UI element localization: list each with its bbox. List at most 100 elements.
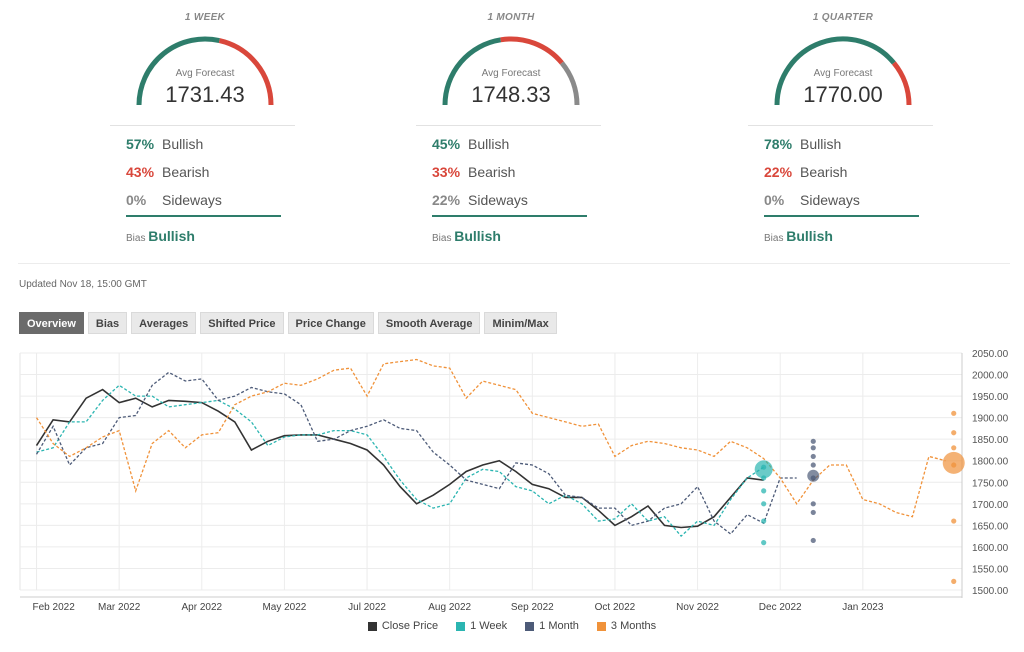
section-divider (18, 263, 1010, 264)
avg-forecast-value: 1770.00 (803, 82, 883, 107)
forecast-point (810, 537, 816, 544)
y-tick-label: 1850.00 (972, 435, 1009, 446)
average-forecast-marker (754, 460, 773, 479)
y-tick-label: 1550.00 (972, 564, 1009, 575)
x-tick-label: Mar 2022 (98, 602, 141, 613)
tab-bias[interactable]: Bias (87, 312, 128, 334)
bearish-row: 33% Bearish (432, 164, 515, 180)
series-line-close-price (35, 388, 764, 529)
y-tick-label: 1950.00 (972, 392, 1009, 403)
forecast-panel-month: 1 MONTH Avg Forecast 1748.33 45% Bullish … (386, 0, 636, 255)
y-tick-label: 2050.00 (972, 349, 1009, 360)
gauge-sideways-arc (559, 61, 580, 106)
x-tick-label: May 2022 (262, 602, 306, 613)
y-tick-label: 1500.00 (972, 586, 1009, 597)
sideways-row: 0% Sideways (764, 192, 860, 208)
forecast-point (761, 540, 767, 546)
gauge-bullish-arc (136, 36, 220, 106)
avg-forecast-label: Avg Forecast (813, 68, 873, 79)
forecast-point (810, 509, 816, 516)
gauge-bearish-arc (891, 61, 912, 106)
legend-swatch (525, 621, 535, 631)
legend-swatch (456, 621, 466, 631)
forecast-point (761, 518, 767, 524)
x-tick-label: Aug 2022 (428, 602, 471, 613)
divider (416, 125, 601, 126)
bias-value: Bullish (148, 228, 195, 244)
tab-overview[interactable]: Overview (19, 312, 84, 334)
series-line-3-months (35, 358, 946, 518)
chart-legend: Close Price 1 Week 1 Month 3 Months (0, 620, 1024, 632)
series-line-1-week (36, 384, 765, 538)
forecast-point (810, 501, 816, 507)
bias-label: Bias (432, 233, 452, 244)
x-tick-label: Dec 2022 (759, 602, 802, 613)
forecast-point (761, 501, 767, 507)
x-tick-label: Sep 2022 (511, 602, 554, 613)
legend-label: 1 Month (539, 620, 579, 632)
y-tick-label: 1700.00 (972, 500, 1009, 511)
gauge-bearish-arc (218, 38, 274, 106)
sideways-label: Sideways (800, 192, 860, 208)
bullish-row: 45% Bullish (432, 136, 509, 152)
sideways-percent: 22% (432, 192, 461, 208)
forecast-gauge (442, 36, 580, 106)
bias-label: Bias (764, 233, 784, 244)
panel-period: 1 MONTH (487, 12, 535, 23)
tab-smooth-average[interactable]: Smooth Average (377, 312, 481, 334)
legend-item-week[interactable]: 1 Week (456, 620, 507, 632)
legend-item-close[interactable]: Close Price (367, 620, 438, 632)
tab-shifted-price[interactable]: Shifted Price (200, 312, 284, 334)
avg-forecast-label: Avg Forecast (175, 68, 235, 79)
average-forecast-marker (942, 451, 965, 474)
forecast-point (810, 445, 816, 451)
gauge-bullish-arc (774, 36, 896, 106)
bias-underline (764, 215, 919, 217)
forecast-point (761, 488, 767, 494)
gauge-bullish-arc (442, 37, 502, 106)
forecast-point (951, 430, 957, 436)
legend-label: 3 Months (610, 620, 657, 632)
bullish-row: 78% Bullish (764, 136, 841, 152)
legend-item-quarter[interactable]: 3 Months (596, 620, 657, 632)
y-tick-label: 1650.00 (972, 521, 1009, 532)
x-tick-label: Nov 2022 (676, 602, 719, 613)
legend-swatch (596, 621, 606, 631)
bullish-percent: 57% (126, 136, 155, 152)
avg-forecast-value: 1748.33 (471, 82, 551, 107)
bias-label: Bias (126, 233, 146, 244)
tab-minim-max[interactable]: Minim/Max (484, 312, 557, 334)
sideways-percent: 0% (126, 192, 147, 208)
forecast-panel-quarter: 1 QUARTER Avg Forecast 1770.00 78% Bullis… (718, 0, 968, 255)
forecast-panel-week: 1 WEEK Avg Forecast 1731.43 57% Bullish 4… (80, 0, 330, 255)
x-tick-label: Feb 2022 (33, 602, 76, 613)
avg-forecast-label: Avg Forecast (481, 68, 541, 79)
bias-indicator: Bias Bullish (126, 228, 195, 244)
forecast-gauge (136, 36, 274, 106)
forecast-point (810, 462, 816, 468)
forecast-point (951, 410, 957, 416)
bullish-label: Bullish (162, 136, 204, 152)
chart-tabs: Overview Bias Averages Shifted Price Pri… (19, 312, 557, 334)
bias-underline (126, 215, 281, 217)
tab-price-change[interactable]: Price Change (287, 312, 374, 334)
sideways-percent: 0% (764, 192, 785, 208)
y-tick-label: 1900.00 (972, 414, 1009, 425)
bias-underline (432, 215, 587, 217)
avg-forecast-value: 1731.43 (165, 82, 245, 107)
bearish-label: Bearish (468, 164, 516, 180)
tab-averages[interactable]: Averages (131, 312, 197, 334)
x-tick-label: Jan 2023 (842, 602, 884, 613)
sideways-label: Sideways (468, 192, 528, 208)
legend-item-month[interactable]: 1 Month (525, 620, 579, 632)
y-tick-label: 2000.00 (972, 371, 1009, 382)
divider (110, 125, 295, 126)
bias-indicator: Bias Bullish (432, 228, 501, 244)
sideways-label: Sideways (162, 192, 222, 208)
bearish-percent: 43% (126, 164, 155, 180)
x-tick-label: Oct 2022 (595, 602, 636, 613)
bearish-label: Bearish (162, 164, 210, 180)
bias-value: Bullish (454, 228, 501, 244)
gauge-bearish-arc (500, 36, 564, 65)
bearish-row: 22% Bearish (764, 164, 847, 180)
